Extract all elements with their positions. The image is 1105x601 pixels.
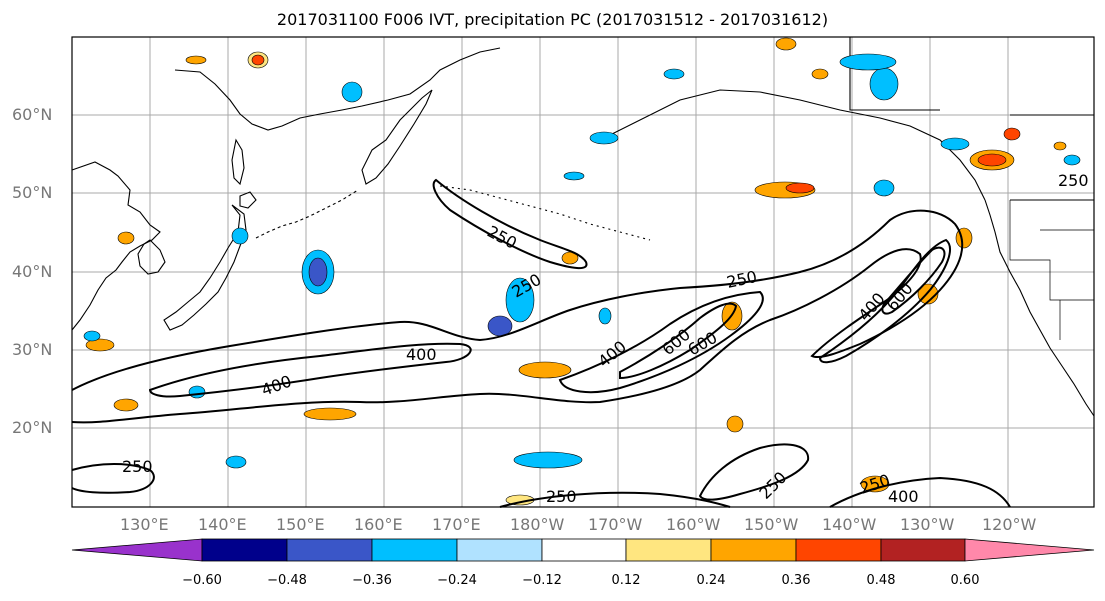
north-america-coast <box>984 199 1095 417</box>
colorbar-tick: −0.60 <box>182 573 222 588</box>
contour-400-mid <box>558 290 764 394</box>
lat-label: 60°N <box>12 105 53 124</box>
lon-label: 120°W <box>982 515 1037 534</box>
contour-label: 250 <box>1058 171 1089 190</box>
ivt-contours <box>71 178 1011 508</box>
contour-250-sw <box>71 463 155 494</box>
lon-label: 130°W <box>900 515 955 534</box>
colorbar-segment-3 <box>371 538 458 562</box>
lon-label: 150°E <box>276 515 325 534</box>
contour-label: 250 <box>122 457 153 476</box>
lon-label: 140°E <box>198 515 247 534</box>
sakhalin <box>231 138 245 186</box>
contour-250-main <box>71 209 964 424</box>
colorbar-segment-8 <box>795 538 882 562</box>
colorbar-segment-0 <box>71 538 203 562</box>
map-title: 2017031100 F006 IVT, precipitation PC (2… <box>276 10 829 29</box>
lon-label: 180°W <box>510 515 565 534</box>
contour-label: 400 <box>888 487 919 506</box>
colorbar-segment-6 <box>625 538 712 562</box>
lon-label: 140°W <box>822 515 877 534</box>
contour-250-south <box>698 443 810 501</box>
colorbar-tick: −0.36 <box>352 573 392 588</box>
aleutian-islands <box>439 185 651 241</box>
colorbar-tick: −0.48 <box>267 573 307 588</box>
colorbar-tick: −0.24 <box>437 573 477 588</box>
contour-250-se <box>829 476 1011 508</box>
kamchatka <box>361 89 433 185</box>
colorbar-segment-1 <box>201 538 288 562</box>
lon-label: 170°W <box>588 515 643 534</box>
lon-label: 160°E <box>354 515 403 534</box>
contour-600-east <box>881 246 946 315</box>
lon-label: 150°W <box>744 515 799 534</box>
precip-negative-patches <box>83 53 1081 469</box>
colorbar-segment-2 <box>286 538 373 562</box>
contour-250-bottom <box>499 491 731 508</box>
colorbar-tick: 0.36 <box>781 573 811 588</box>
hokkaido <box>239 191 257 209</box>
alaska-coast <box>599 89 986 201</box>
japan-islands <box>163 204 247 331</box>
lon-label: 130°E <box>120 515 169 534</box>
colorbar-segment-5 <box>541 538 627 562</box>
asia-coast <box>71 161 161 331</box>
colorbar-segment-7 <box>710 538 797 562</box>
contour-600-mid <box>619 302 738 380</box>
colorbar <box>71 538 1095 562</box>
colorbar-tick: 0.60 <box>950 573 980 588</box>
colorbar-segment-10 <box>964 538 1095 562</box>
map-frame <box>71 36 1095 508</box>
contour-label: 250 <box>546 487 577 506</box>
korea-peninsula <box>137 239 166 275</box>
us-states <box>1009 200 1094 340</box>
colorbar-segment-9 <box>880 538 966 562</box>
colorbar-tick: 0.12 <box>611 573 641 588</box>
contour-400-east <box>818 238 951 364</box>
lat-label: 30°N <box>12 340 53 359</box>
colorbar-tick: −0.12 <box>522 573 562 588</box>
colorbar-tick: 0.24 <box>696 573 726 588</box>
lat-label: 40°N <box>12 262 53 281</box>
lon-label: 170°E <box>432 515 481 534</box>
gridlines <box>72 37 1094 507</box>
colorbar-tick: 0.48 <box>866 573 896 588</box>
coastlines <box>71 37 1095 417</box>
lon-label: 160°W <box>666 515 721 534</box>
contour-400-west <box>148 342 472 398</box>
contour-250-north <box>432 178 588 269</box>
precip-positive-patches <box>85 37 1067 506</box>
contour-label: 400 <box>406 345 437 364</box>
lat-label: 20°N <box>12 418 53 437</box>
siberia-coast <box>174 47 501 131</box>
kuril-islands <box>255 189 359 239</box>
colorbar-segment-4 <box>456 538 543 562</box>
lat-label: 50°N <box>12 183 53 202</box>
